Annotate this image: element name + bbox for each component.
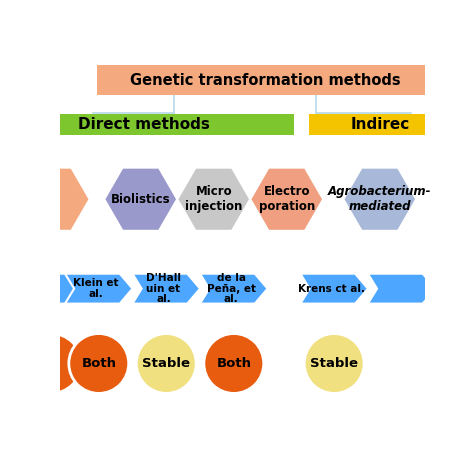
Text: de la
Peña, et
al.: de la Peña, et al.	[207, 273, 255, 304]
Circle shape	[304, 334, 364, 393]
Polygon shape	[343, 168, 416, 231]
Polygon shape	[177, 168, 250, 231]
Text: Electro
poration: Electro poration	[259, 185, 315, 213]
Text: Micro
injection: Micro injection	[185, 185, 242, 213]
Polygon shape	[368, 273, 436, 304]
FancyBboxPatch shape	[61, 114, 294, 136]
Circle shape	[204, 334, 264, 393]
Text: Both: Both	[81, 357, 116, 370]
FancyBboxPatch shape	[97, 65, 444, 95]
FancyBboxPatch shape	[309, 114, 455, 136]
Text: Stable: Stable	[142, 357, 190, 370]
Text: Klein et
al.: Klein et al.	[73, 278, 119, 299]
Polygon shape	[12, 273, 80, 304]
Text: Both: Both	[216, 357, 251, 370]
Polygon shape	[250, 168, 323, 231]
Text: Krens ct al.: Krens ct al.	[298, 283, 365, 293]
Text: Direct methods: Direct methods	[78, 117, 210, 132]
Circle shape	[21, 334, 81, 393]
Polygon shape	[65, 273, 133, 304]
Text: Stable: Stable	[310, 357, 358, 370]
Polygon shape	[200, 273, 267, 304]
Text: Indirec: Indirec	[350, 117, 410, 132]
Polygon shape	[133, 273, 200, 304]
Text: D'Hall
uin et
al.: D'Hall uin et al.	[146, 273, 181, 304]
Text: Genetic transformation methods: Genetic transformation methods	[129, 73, 400, 88]
Text: Biolistics: Biolistics	[111, 193, 171, 206]
Circle shape	[137, 334, 196, 393]
Polygon shape	[17, 168, 90, 231]
Circle shape	[69, 334, 128, 393]
Polygon shape	[104, 168, 177, 231]
Polygon shape	[301, 273, 368, 304]
Text: Agrobacterium-
mediated: Agrobacterium- mediated	[328, 185, 431, 213]
